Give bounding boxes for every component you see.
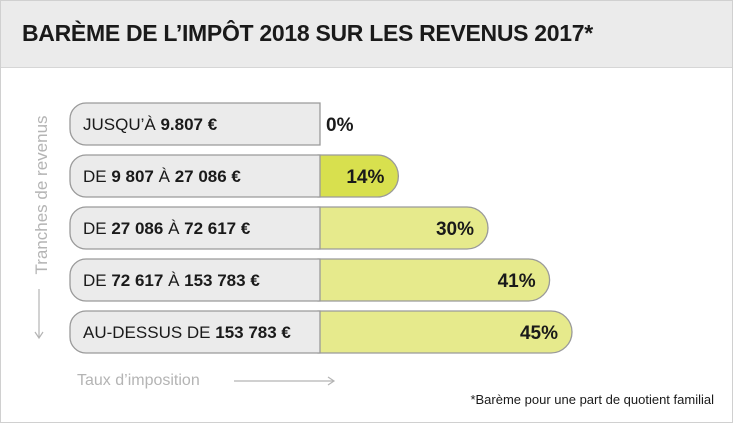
- bracket-row: DE 72 617 À 153 783 € 41%: [69, 258, 551, 302]
- bracket-row: DE 27 086 À 72 617 € 30%: [69, 206, 489, 250]
- bracket-label-box: [69, 258, 321, 302]
- rate-value-label: 30%: [436, 219, 474, 240]
- bracket-label-box: [69, 102, 321, 146]
- rate-value-label: 41%: [498, 271, 536, 292]
- arrow-down-icon: [34, 289, 44, 340]
- bracket-row: JUSQU’À 9.807 € 0%: [69, 102, 354, 146]
- footnote: *Barème pour une part de quotient famili…: [470, 392, 714, 407]
- rate-value-label: 14%: [346, 167, 384, 188]
- bracket-label: JUSQU’À 9.807 €: [83, 115, 218, 134]
- bracket-label: DE 27 086 À 72 617 €: [83, 219, 251, 238]
- rate-value-label: 45%: [520, 323, 558, 344]
- rate-bar: [317, 206, 489, 250]
- bracket-label: AU-DESSUS DE 153 783 €: [83, 323, 291, 342]
- header-bar: BARÈME DE L’IMPÔT 2018 SUR LES REVENUS 2…: [1, 1, 732, 68]
- bracket-row: DE 9 807 À 27 086 € 14%: [69, 154, 400, 198]
- bracket-label-box: [69, 206, 321, 250]
- bracket-label: DE 72 617 À 153 783 €: [83, 271, 260, 290]
- bracket-row: AU-DESSUS DE 153 783 € 45%: [69, 310, 573, 354]
- rate-value-label: 0%: [326, 115, 354, 136]
- bracket-label-box: [69, 310, 321, 354]
- page-title: BARÈME DE L’IMPÔT 2018 SUR LES REVENUS 2…: [22, 20, 593, 46]
- bracket-label: DE 9 807 À 27 086 €: [83, 167, 241, 186]
- rate-bar: [317, 258, 551, 302]
- bracket-label-box: [69, 154, 321, 198]
- rate-bar: [317, 154, 400, 198]
- arrow-right-icon: [234, 376, 336, 386]
- rate-bar: [317, 310, 573, 354]
- x-axis-label: Taux d’imposition: [77, 372, 200, 389]
